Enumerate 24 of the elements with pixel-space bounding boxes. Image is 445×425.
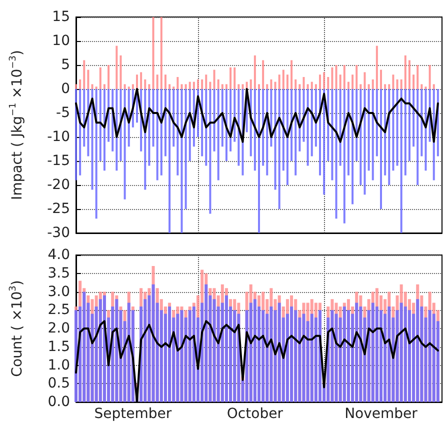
y-tick-label: 4.0 (48, 247, 70, 263)
y-tick-label: 5 (61, 57, 70, 73)
y-axis-title: Count ( ×103) (8, 280, 26, 377)
y-tick-label: 10 (52, 33, 70, 49)
y-tick-label: 15 (52, 9, 70, 25)
x-tick-label: September (94, 406, 172, 422)
x-tick-label: October (226, 406, 284, 422)
y-tick-label: 0.5 (48, 376, 70, 392)
y-tick-label: 1.0 (48, 357, 70, 374)
y-tick-label: 3.0 (48, 284, 70, 300)
y-tick-label: -25 (47, 201, 70, 217)
y-tick-label: 2.5 (48, 302, 70, 318)
y-tick-label: 3.5 (48, 265, 70, 282)
x-tick-label: November (344, 406, 418, 422)
y-tick-label: 2.0 (48, 320, 70, 336)
y-tick-label: -30 (47, 225, 70, 241)
y-tick-label: -20 (47, 177, 70, 193)
y-tick-label: 0 (61, 81, 70, 97)
y-tick-label: -5 (56, 105, 70, 121)
y-tick-label: 1.5 (48, 338, 70, 355)
y-tick-label: -15 (47, 153, 70, 169)
y-tick-label: 0.0 (48, 394, 70, 410)
y-tick-label: -10 (47, 129, 70, 145)
y-axis-title: Impact ( Jkg−1 ×10−3) (8, 50, 26, 200)
